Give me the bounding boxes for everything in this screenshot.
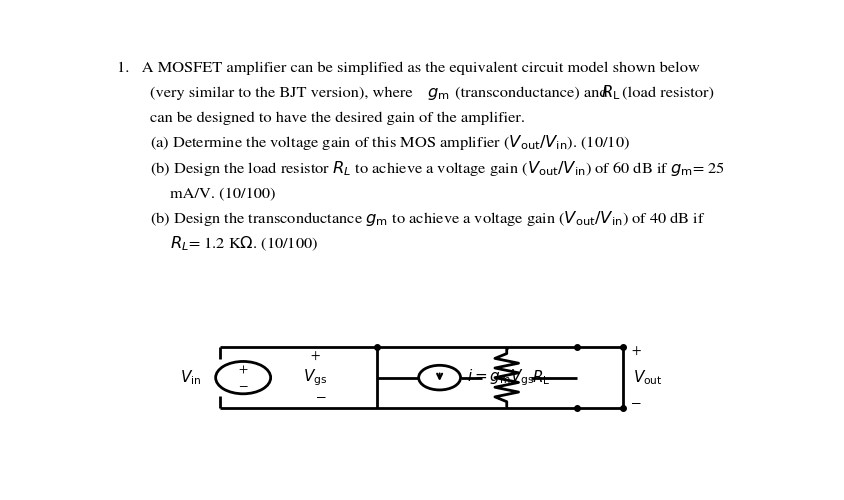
Text: $V_{\rm in}$: $V_{\rm in}$ <box>180 368 201 387</box>
Text: mA/V. (10/100): mA/V. (10/100) <box>170 187 275 200</box>
Text: (transconductance) and: (transconductance) and <box>450 86 611 100</box>
Text: $R_{\rm L}$: $R_{\rm L}$ <box>600 83 619 102</box>
Text: −: − <box>630 396 641 409</box>
Text: +: + <box>238 364 247 376</box>
Text: 1.   A MOSFET amplifier can be simplified as the equivalent circuit model shown : 1. A MOSFET amplifier can be simplified … <box>117 62 700 76</box>
Text: (a) Determine the voltage gain of this MOS amplifier ($V_{\rm out}/V_{\rm in}$).: (a) Determine the voltage gain of this M… <box>150 134 630 152</box>
Text: (load resistor): (load resistor) <box>618 86 713 100</box>
Text: $R_L$= 1.2 K$\Omega$. (10/100): $R_L$= 1.2 K$\Omega$. (10/100) <box>170 234 317 253</box>
Text: can be designed to have the desired gain of the amplifier.: can be designed to have the desired gain… <box>150 111 524 124</box>
Text: +: + <box>310 350 320 363</box>
Text: $V_{\rm gs}$: $V_{\rm gs}$ <box>303 368 327 388</box>
Text: $V_{\rm out}$: $V_{\rm out}$ <box>632 368 662 387</box>
Text: $R_{\rm L}$: $R_{\rm L}$ <box>531 368 549 387</box>
Text: $g_{\rm m}$: $g_{\rm m}$ <box>426 86 448 102</box>
Text: (b) Design the load resistor $R_L$ to achieve a voltage gain ($V_{\rm out}/V_{\r: (b) Design the load resistor $R_L$ to ac… <box>150 159 724 178</box>
Text: −: − <box>238 378 247 392</box>
Text: −: − <box>316 391 327 404</box>
Text: +: + <box>630 345 640 358</box>
Text: (very similar to the BJT version), where: (very similar to the BJT version), where <box>150 86 416 100</box>
Text: (b) Design the transconductance $g_{\rm m}$ to achieve a voltage gain ($V_{\rm o: (b) Design the transconductance $g_{\rm … <box>150 209 705 228</box>
Text: $i= g_{\rm m}V_{\rm gs}$: $i= g_{\rm m}V_{\rm gs}$ <box>467 368 534 388</box>
